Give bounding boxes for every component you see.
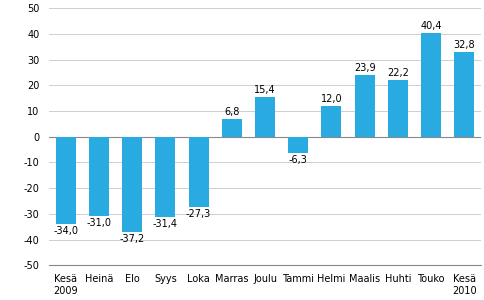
Bar — [56, 137, 76, 224]
Bar — [321, 106, 341, 137]
Text: 23,9: 23,9 — [353, 63, 375, 73]
Bar — [255, 97, 274, 137]
Text: 6,8: 6,8 — [224, 107, 239, 117]
Bar — [387, 80, 407, 137]
Text: 32,8: 32,8 — [453, 40, 474, 50]
Text: -37,2: -37,2 — [119, 234, 145, 244]
Text: -34,0: -34,0 — [53, 226, 78, 236]
Text: -6,3: -6,3 — [288, 155, 307, 165]
Bar — [122, 137, 142, 232]
Text: 22,2: 22,2 — [386, 68, 408, 78]
Text: -31,4: -31,4 — [152, 220, 178, 230]
Text: -31,0: -31,0 — [86, 218, 111, 228]
Bar — [89, 137, 109, 216]
Text: 15,4: 15,4 — [254, 85, 275, 95]
Bar — [287, 137, 307, 153]
Text: -27,3: -27,3 — [185, 209, 211, 219]
Bar — [221, 119, 241, 137]
Text: 12,0: 12,0 — [320, 94, 342, 104]
Bar — [188, 137, 208, 207]
Bar — [420, 33, 440, 137]
Text: 40,4: 40,4 — [420, 21, 441, 31]
Bar — [155, 137, 175, 218]
Bar — [454, 52, 473, 137]
Bar — [354, 75, 374, 137]
